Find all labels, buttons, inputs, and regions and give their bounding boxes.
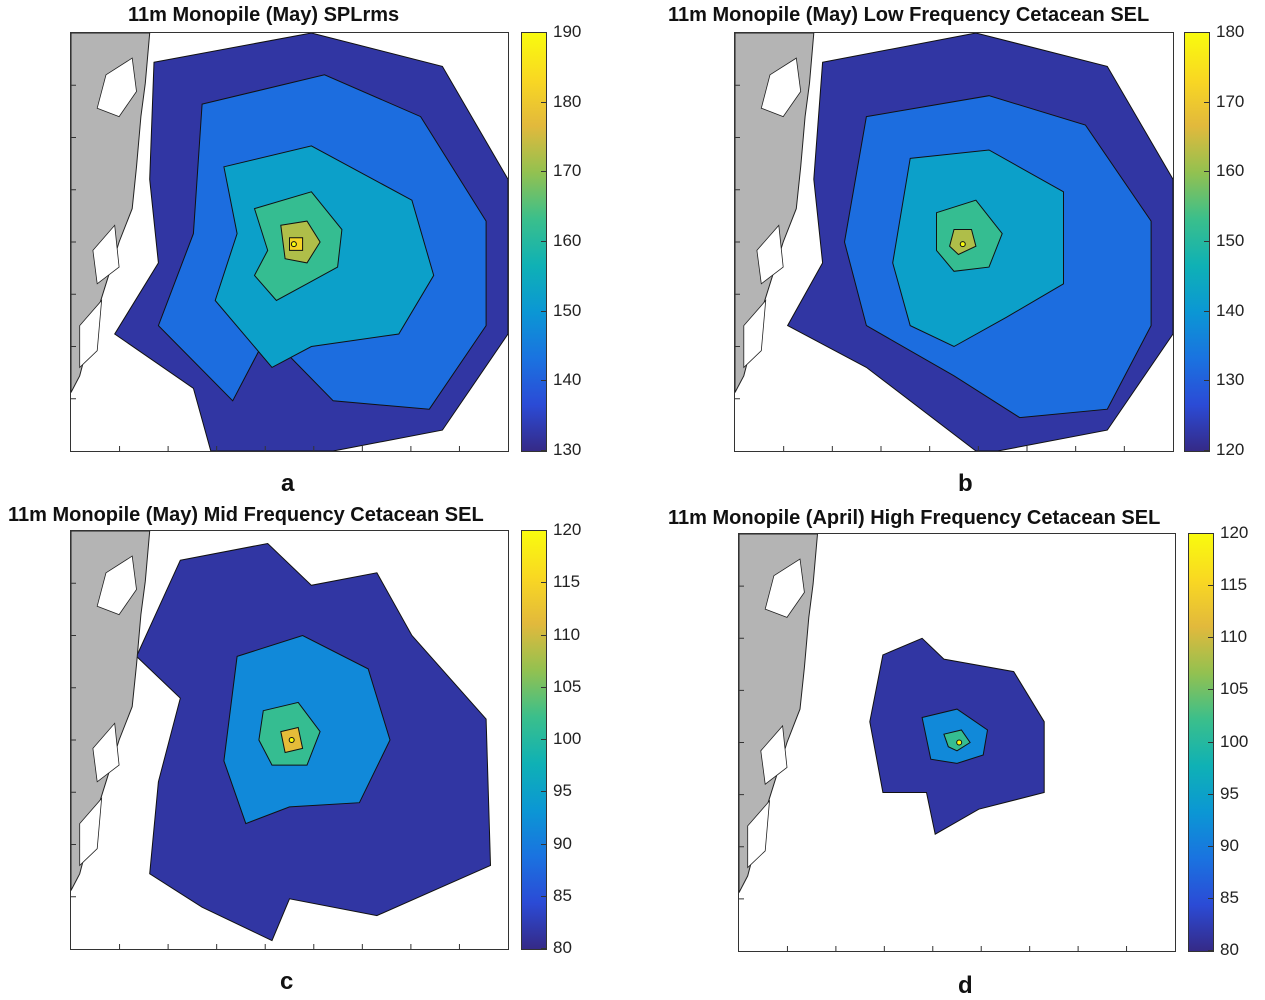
colorbar-tick-label-c-95: 95 (553, 781, 572, 801)
colorbar-tick-mark-a-170 (541, 171, 546, 172)
colorbar-tick-mark-d-95 (1208, 794, 1213, 795)
colorbar-tick-label-c-120: 120 (553, 520, 582, 539)
colorbar-tick-mark-a-160 (541, 241, 546, 242)
colorbar-tick-mark-b-180 (1204, 32, 1209, 33)
colorbar-tick-label-d-100: 100 (1220, 731, 1249, 751)
map-svg-d (739, 534, 1128, 951)
panel-title-b: 11m Monopile (May) Low Frequency Cetacea… (668, 4, 1150, 26)
inland-water-b (743, 57, 802, 369)
colorbar-tick-label-b-170: 170 (1216, 91, 1245, 111)
map-svg-b (735, 33, 1173, 451)
map-plot-a (70, 32, 509, 452)
source-marker-c (288, 737, 295, 743)
source-marker-b (959, 241, 966, 248)
colorbar-tick-mark-d-115 (1208, 585, 1213, 586)
colorbar-tick-mark-a-180 (541, 102, 546, 103)
map-svg-a (71, 33, 508, 451)
panel-title-d: 11m Monopile (April) High Frequency Ceta… (668, 507, 1161, 529)
colorbar-tick-mark-a-130 (541, 450, 546, 451)
colorbar-tick-mark-c-115 (541, 582, 546, 583)
colorbar-tick-mark-b-170 (1204, 102, 1209, 103)
panel-letter-c: c (280, 968, 294, 995)
colorbar-tick-mark-c-110 (541, 635, 546, 636)
colorbar-tick-label-d-95: 95 (1220, 783, 1239, 803)
colorbar-tick-label-a-140: 140 (553, 370, 582, 390)
colorbar-tick-label-c-90: 90 (553, 833, 572, 853)
panel-letter-a: a (281, 470, 295, 497)
map-plot-b (734, 32, 1174, 452)
colorbar-tick-mark-c-80 (541, 948, 546, 949)
source-marker-d (956, 739, 963, 746)
colorbar-tick-label-a-170: 170 (553, 161, 582, 181)
colorbar-c (521, 530, 547, 950)
colorbar-tick-mark-c-95 (541, 791, 546, 792)
colorbar-tick-label-a-180: 180 (553, 91, 582, 111)
inland-water-d (747, 558, 805, 869)
panel-title-a: 11m Monopile (May) SPLrms (128, 4, 400, 26)
colorbar-tick-mark-c-85 (541, 896, 546, 897)
map-plot-c (70, 530, 509, 950)
colorbar-tick-mark-d-110 (1208, 637, 1213, 638)
coastline-land-b (735, 33, 815, 393)
colorbar-tick-mark-c-100 (541, 739, 546, 740)
colorbar-tick-label-c-105: 105 (553, 676, 582, 696)
colorbar-tick-mark-c-105 (541, 687, 546, 688)
colorbar-b (1184, 32, 1210, 452)
panel-title-c: 11m Monopile (May) Mid Frequency Cetacea… (8, 504, 484, 526)
colorbar-tick-label-a-160: 160 (553, 231, 582, 250)
colorbar-a (521, 32, 547, 452)
colorbar-tick-label-b-150: 150 (1216, 231, 1245, 250)
colorbar-tick-label-b-140: 140 (1216, 300, 1245, 320)
colorbar-tick-label-a-150: 150 (553, 300, 582, 320)
contour-d-100 (943, 729, 971, 752)
panel-letter-d: d (958, 972, 973, 999)
colorbar-tick-mark-c-120 (541, 530, 546, 531)
colorbar-tick-label-c-115: 115 (553, 572, 581, 592)
colorbar-tick-mark-b-150 (1204, 241, 1209, 242)
colorbar-tick-mark-d-120 (1208, 533, 1213, 534)
colorbar-tick-label-a-190: 190 (553, 22, 582, 41)
colorbar-tick-label-d-90: 90 (1220, 835, 1239, 855)
colorbar-tick-label-d-110: 110 (1220, 627, 1248, 647)
colorbar-tick-label-d-120: 120 (1220, 523, 1249, 542)
colorbar-tick-mark-d-100 (1208, 742, 1213, 743)
colorbar-tick-mark-b-160 (1204, 171, 1209, 172)
colorbar-tick-mark-d-85 (1208, 898, 1213, 899)
colorbar-tick-label-c-85: 85 (553, 885, 572, 905)
colorbar-tick-mark-d-105 (1208, 689, 1213, 690)
colorbar-tick-mark-d-90 (1208, 846, 1213, 847)
colorbar-tick-mark-b-130 (1204, 380, 1209, 381)
colorbar-tick-label-b-180: 180 (1216, 22, 1245, 41)
coastline-land-a (71, 33, 151, 393)
inland-water-c (79, 555, 137, 867)
colorbar-tick-mark-b-140 (1204, 311, 1209, 312)
colorbar-tick-label-c-80: 80 (553, 938, 572, 957)
colorbar-tick-label-d-115: 115 (1220, 575, 1248, 595)
coastline-land-c (71, 531, 151, 891)
colorbar-tick-mark-a-150 (541, 311, 546, 312)
colorbar-tick-label-b-160: 160 (1216, 161, 1245, 181)
colorbar-tick-label-c-100: 100 (553, 729, 582, 748)
coastline-land-d (739, 534, 819, 893)
colorbar-tick-label-d-105: 105 (1220, 679, 1249, 699)
colorbar-tick-label-d-80: 80 (1220, 940, 1239, 959)
colorbar-tick-label-b-130: 130 (1216, 370, 1245, 390)
panel-letter-b: b (958, 470, 973, 497)
colorbar-tick-label-a-130: 130 (553, 440, 582, 459)
colorbar-tick-mark-a-190 (541, 32, 546, 33)
colorbar-tick-label-d-85: 85 (1220, 887, 1239, 907)
colorbar-tick-mark-d-80 (1208, 950, 1213, 951)
map-svg-c (71, 531, 492, 949)
colorbar-tick-mark-b-120 (1204, 450, 1209, 451)
inland-water-a (79, 57, 137, 369)
colorbar-tick-mark-c-90 (541, 844, 546, 845)
colorbar-tick-label-b-120: 120 (1216, 440, 1245, 459)
colorbar-tick-mark-a-140 (541, 380, 546, 381)
map-plot-d (738, 533, 1176, 952)
colorbar-tick-label-c-110: 110 (553, 624, 581, 644)
source-marker-a (290, 241, 297, 248)
